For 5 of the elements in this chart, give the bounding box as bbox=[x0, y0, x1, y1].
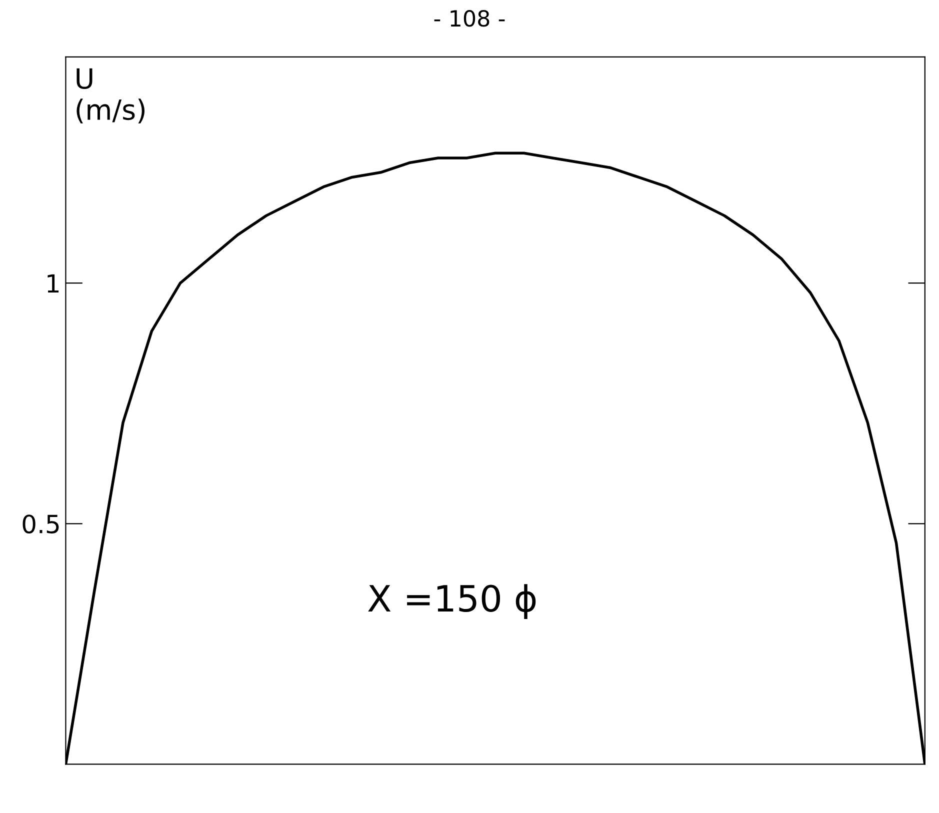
chart-title: - 108 - bbox=[434, 10, 505, 27]
y-tick-label: 1 bbox=[48, 274, 59, 293]
y-axis-title: U (m/s) bbox=[76, 68, 144, 124]
annotation: X =150 ϕ bbox=[368, 584, 536, 620]
y-tick-label: 0.5 bbox=[22, 514, 59, 534]
